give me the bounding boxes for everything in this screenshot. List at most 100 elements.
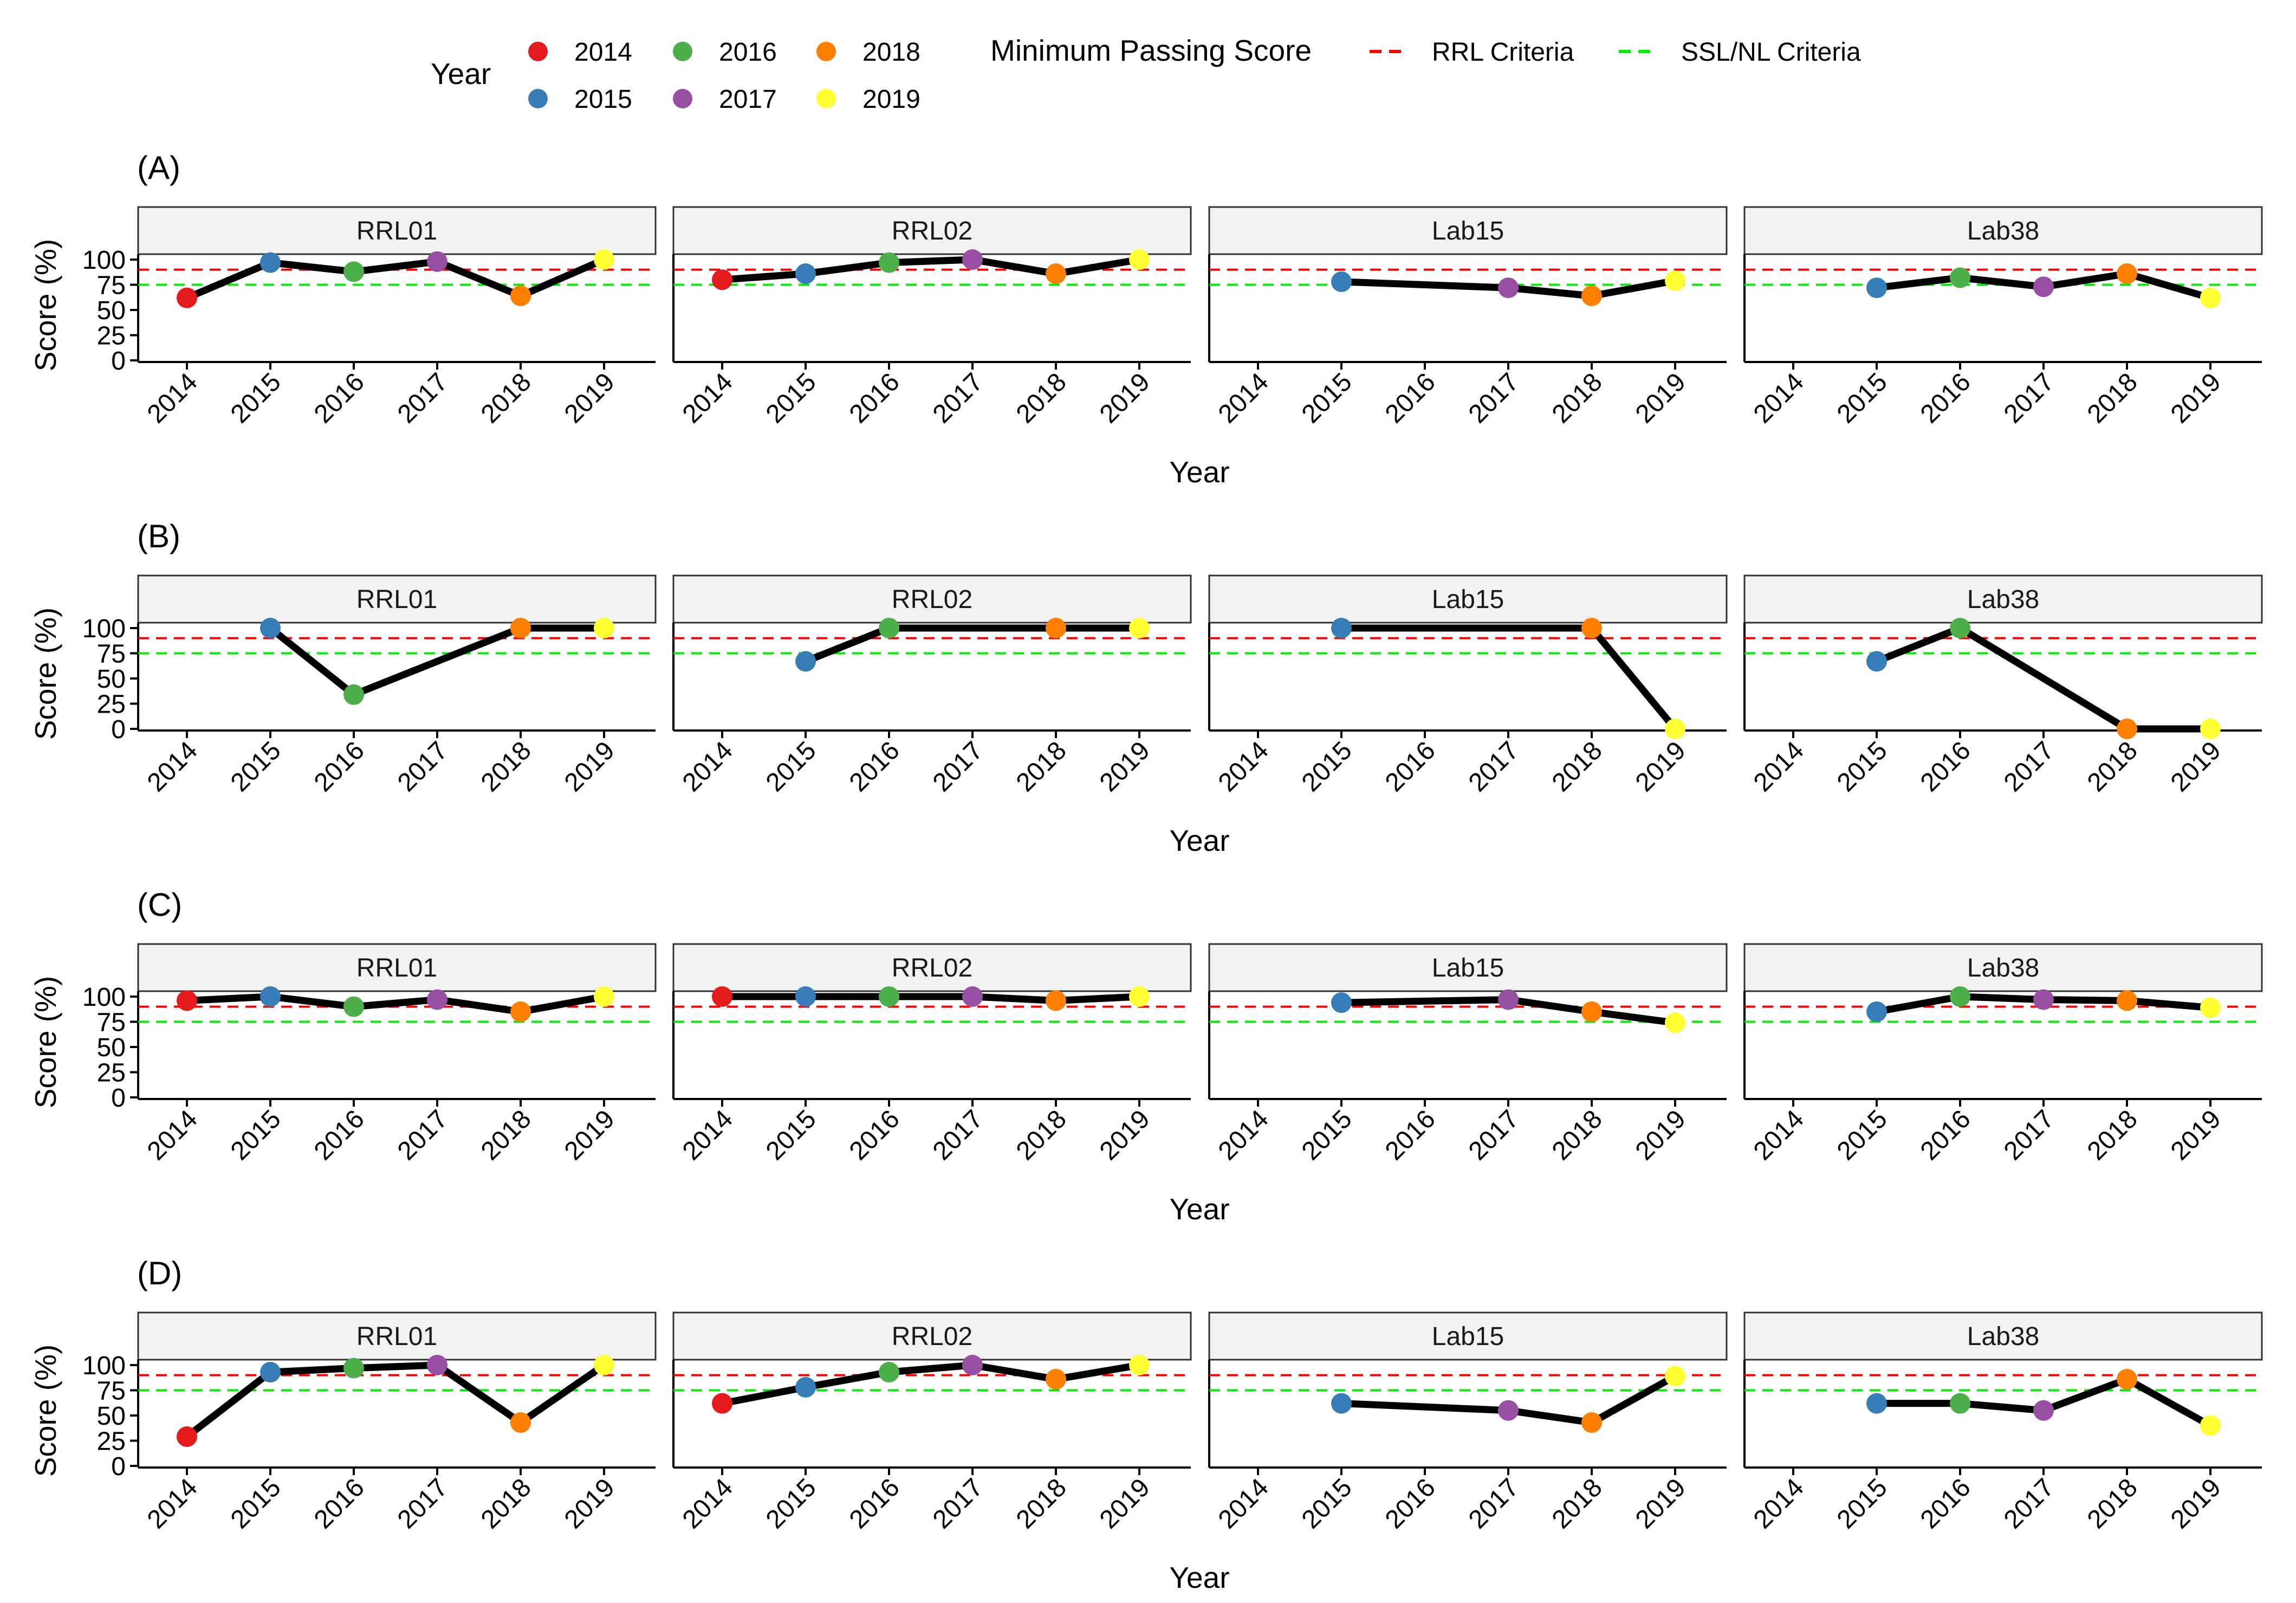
- panel-label-a: (A): [137, 150, 180, 186]
- x-tick-label: 2017: [928, 1104, 989, 1166]
- legend-dot-2018: [816, 42, 836, 61]
- x-tick-label: 2014: [677, 736, 738, 797]
- y-tick-label: 100: [82, 1352, 126, 1380]
- facet-title-rrl02: RRL02: [892, 585, 972, 614]
- x-tick-label: 2015: [225, 1473, 287, 1534]
- facet-strip-rrl01: [137, 574, 657, 624]
- x-tick-label: 2018: [476, 1473, 537, 1534]
- x-tick-label: 2019: [1094, 367, 1156, 429]
- legend-label-ssl-nl: SSL/NL Criteria: [1681, 38, 1861, 67]
- x-tick-label: 2016: [844, 736, 905, 797]
- x-tick-label: 2016: [844, 1473, 905, 1534]
- data-point-lab15-2019: [1665, 1366, 1685, 1387]
- x-tick-label: 2017: [928, 1473, 989, 1534]
- data-point-lab38-2016: [1950, 618, 1970, 638]
- facet-strip-lab15: [1208, 943, 1728, 992]
- y-tick-label: 100: [82, 246, 126, 275]
- x-tick-label: 2015: [225, 736, 287, 797]
- series-line-lab15: [1338, 996, 1679, 1026]
- data-point-rrl02-2017: [962, 249, 983, 270]
- x-tick-label: 2019: [559, 367, 620, 429]
- facet-title-lab15: Lab15: [1432, 954, 1504, 983]
- x-tick-label: 2016: [309, 736, 370, 797]
- data-point-rrl01-2019: [594, 249, 614, 270]
- data-point-rrl02-2015: [795, 263, 816, 285]
- legend-dot-2015: [528, 89, 548, 108]
- series-line-rrl01: [267, 624, 608, 699]
- x-tick-label: 2017: [1463, 736, 1525, 797]
- y-tick-label: 75: [97, 640, 126, 669]
- data-point-lab38-2019: [2200, 1415, 2221, 1436]
- x-tick-label: 2018: [2082, 1104, 2143, 1166]
- x-tick-label: 2019: [1630, 1473, 1691, 1534]
- data-point-lab38-2016: [1950, 986, 1970, 1007]
- x-tick-label: 2016: [1380, 736, 1441, 797]
- legend-passing-title: Minimum Passing Score: [990, 34, 1312, 67]
- data-point-lab38-2015: [1866, 1393, 1887, 1414]
- panel-label-d: (D): [137, 1255, 182, 1291]
- facet-title-lab38: Lab38: [1967, 585, 2039, 614]
- legend-dot-2014: [528, 42, 548, 61]
- x-tick-label: 2018: [1011, 736, 1072, 797]
- y-tick-label: 75: [97, 1377, 126, 1406]
- y-axis-label-b: Score (%): [29, 607, 62, 740]
- y-tick-label: 50: [97, 665, 126, 694]
- x-tick-label: 2015: [225, 1104, 287, 1166]
- legend-dot-2016: [673, 42, 692, 61]
- x-tick-label: 2016: [1915, 736, 1976, 797]
- data-point-rrl02-2016: [879, 252, 899, 273]
- data-point-lab38-2015: [1866, 651, 1887, 672]
- x-tick-label: 2019: [1630, 367, 1691, 429]
- series-line-lab15: [1338, 1372, 1679, 1426]
- data-point-lab15-2018: [1581, 1001, 1602, 1022]
- data-point-rrl02-2014: [712, 269, 732, 290]
- legend-label-2019: 2019: [862, 85, 920, 114]
- data-point-rrl02-2018: [1046, 990, 1066, 1011]
- data-point-lab15-2019: [1665, 270, 1685, 292]
- facet-strip-rrl02: [672, 943, 1192, 992]
- x-tick-label: 2014: [1213, 1104, 1274, 1166]
- facet-title-rrl01: RRL01: [356, 1322, 437, 1351]
- x-tick-label: 2015: [1832, 1104, 1893, 1166]
- x-tick-label: 2016: [1380, 1104, 1441, 1166]
- x-tick-label: 2015: [1296, 736, 1358, 797]
- data-point-rrl01-2019: [594, 986, 614, 1007]
- series-line-lab38: [1873, 624, 2214, 733]
- x-tick-label: 2019: [1094, 736, 1156, 797]
- x-tick-label: 2018: [1547, 367, 1608, 429]
- facet-title-rrl01: RRL01: [356, 217, 437, 245]
- series-line-rrl02: [802, 624, 1143, 665]
- data-point-rrl01-2016: [343, 684, 364, 705]
- legend-label-2016: 2016: [719, 38, 777, 67]
- series-line-rrl01: [183, 993, 608, 1016]
- x-tick-label: 2016: [844, 1104, 905, 1166]
- data-point-lab38-2019: [2200, 719, 2221, 739]
- x-tick-label: 2014: [142, 1473, 203, 1534]
- data-point-lab15-2018: [1581, 285, 1602, 306]
- data-point-lab38-2015: [1866, 277, 1887, 299]
- data-point-lab38-2016: [1950, 267, 1970, 288]
- x-tick-label: 2017: [928, 736, 989, 797]
- data-point-lab15-2015: [1331, 1393, 1352, 1414]
- legend-dot-2017: [673, 89, 692, 108]
- y-axis-label-d: Score (%): [29, 1345, 62, 1477]
- y-tick-label: 25: [97, 1059, 126, 1088]
- data-point-lab15-2015: [1331, 271, 1352, 292]
- data-point-lab15-2017: [1498, 277, 1519, 299]
- data-point-rrl01-2014: [177, 990, 197, 1011]
- data-point-lab38-2017: [2033, 989, 2054, 1010]
- x-tick-label: 2016: [309, 1104, 370, 1166]
- legend-year-title: Year: [431, 57, 491, 91]
- x-tick-label: 2017: [1463, 1104, 1525, 1166]
- data-point-rrl02-2018: [1046, 1369, 1066, 1390]
- data-point-lab15-2019: [1665, 719, 1685, 739]
- series-line-rrl01: [183, 256, 608, 302]
- x-tick-label: 2018: [1547, 1104, 1608, 1166]
- facet-strip-lab38: [1743, 1311, 2263, 1361]
- data-point-lab38-2016: [1950, 1393, 1970, 1414]
- panel-label-c: (C): [137, 887, 182, 923]
- x-tick-label: 2018: [1011, 1104, 1072, 1166]
- x-tick-label: 2019: [2165, 367, 2227, 429]
- data-point-rrl02-2014: [712, 1393, 732, 1414]
- data-point-rrl01-2017: [427, 1355, 447, 1375]
